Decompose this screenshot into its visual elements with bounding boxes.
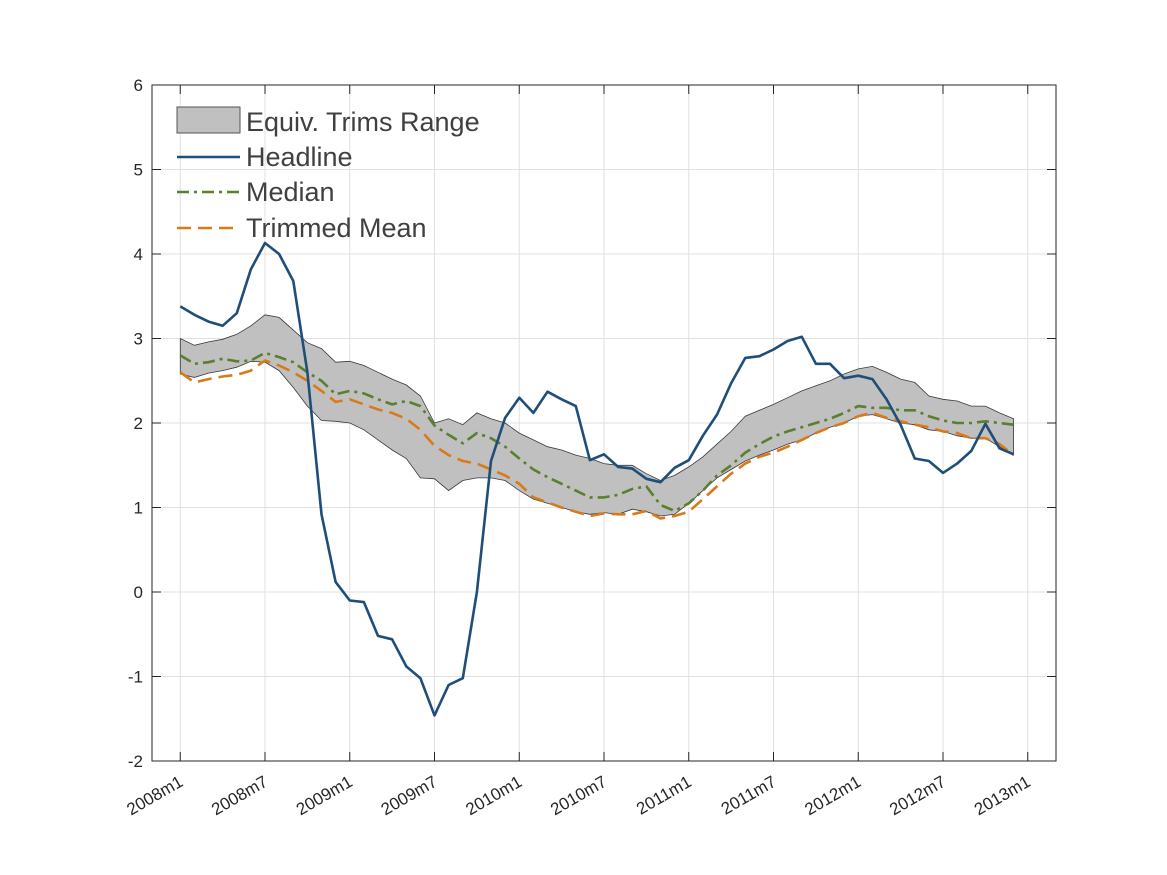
y-tick-label: 5: [134, 161, 143, 180]
equiv-trims-range-band: [179, 314, 1014, 517]
y-tick-label: 0: [134, 583, 143, 602]
x-tick-label: 2013m1: [971, 772, 1034, 819]
y-tick-label: 1: [134, 499, 143, 518]
plot-frame: [151, 84, 1057, 762]
series-line-median: [179, 351, 1014, 513]
x-tick-label: 2009m1: [293, 772, 356, 819]
legend-label-band: Equiv. Trims Range: [246, 107, 480, 137]
legend-label-trimmed-mean: Trimmed Mean: [246, 213, 427, 243]
x-tick-label: 2010m1: [463, 772, 526, 819]
x-tick-label: 2012m1: [802, 772, 865, 819]
y-tick-label: -1: [128, 668, 143, 687]
y-tick-label: -2: [128, 752, 143, 771]
x-tick-label: 2011m7: [718, 772, 780, 819]
legend-label-headline: Headline: [246, 142, 353, 172]
legend: Equiv. Trims Range Headline Median Trimm…: [176, 106, 480, 243]
y-tick-label: 2: [134, 414, 143, 433]
x-tick-label: 2011m1: [633, 772, 695, 819]
legend-label-median: Median: [246, 177, 335, 207]
x-tick-label: 2008m7: [208, 772, 271, 819]
y-tick-label: 3: [134, 330, 143, 349]
equiv-trims-range-band-layer: [179, 314, 1014, 517]
series-line-trimmed: [179, 359, 1015, 520]
y-tick-label: 4: [134, 245, 143, 264]
x-tick-label: 2009m7: [378, 772, 441, 819]
x-tick-label: 2010m7: [547, 772, 610, 819]
y-tick-label: 6: [134, 76, 143, 95]
legend-swatch-band: [176, 106, 241, 134]
series-layer: [179, 241, 1015, 717]
x-tick-label: 2008m1: [124, 772, 187, 819]
series-line-headline: [179, 241, 1015, 717]
x-tick-label: 2012m7: [886, 772, 949, 819]
